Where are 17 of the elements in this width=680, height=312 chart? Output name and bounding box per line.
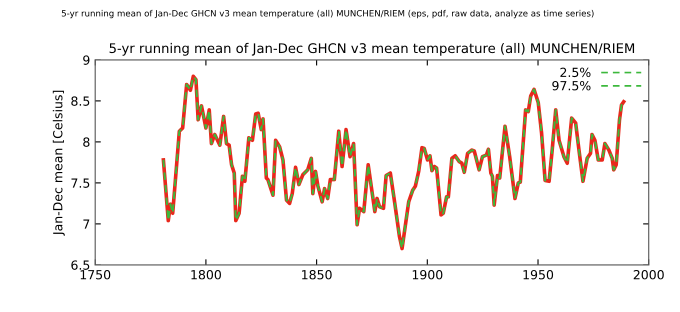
x-tick-label: 1850 bbox=[302, 270, 332, 280]
x-tick-label: 1950 bbox=[523, 270, 554, 280]
x-tick-label: 1750 bbox=[80, 270, 110, 280]
x-tick-label: 1900 bbox=[412, 270, 442, 280]
chart-title: 5-yr running mean of Jan-Dec GHCN v3 mean temperature (all) MUNCHEN/RIEM bbox=[110, 42, 634, 56]
x-tick-label: 2000 bbox=[634, 270, 664, 280]
text: 5-yr running mean of Jan-Dec GHCN v3 mean temperature (all) MUNCHEN/RIEM (eps, pdf, raw data, analyze as time series) bbox=[62, 10, 594, 18]
y-tick-label: 8 bbox=[83, 137, 90, 147]
legend-label: 97.5% bbox=[552, 80, 591, 90]
y-axis-title: Jan-Dec mean [Celsius] bbox=[52, 90, 65, 236]
y-tick-label: 7 bbox=[83, 220, 90, 229]
legend-label: 2.5% bbox=[560, 68, 591, 78]
y-tick-label: 8.5 bbox=[71, 96, 90, 106]
x-tick-label: 1800 bbox=[191, 270, 221, 280]
y-tick-label: 9 bbox=[83, 55, 90, 65]
y-tick-label: 7.5 bbox=[71, 178, 90, 188]
y-tick-label: 6.5 bbox=[71, 260, 90, 270]
